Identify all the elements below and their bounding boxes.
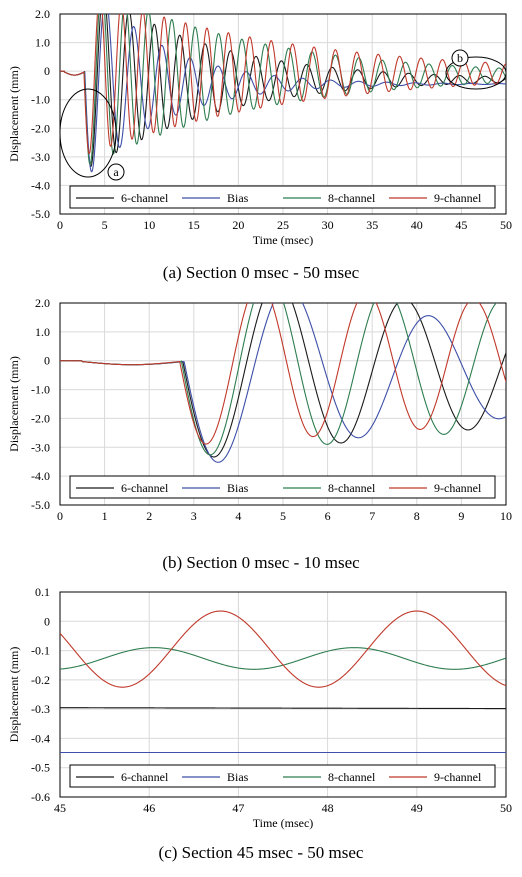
x-tick-label: 47: [232, 801, 244, 815]
y-tick-label: -1.0: [31, 93, 50, 107]
annotation-label-b: b: [457, 51, 463, 65]
series-line-9-channel: [60, 610, 506, 688]
x-tick-label: 3: [191, 509, 197, 523]
y-tick-label: 1.0: [35, 36, 50, 50]
x-tick-label: 20: [232, 218, 244, 232]
y-tick-label: -2.0: [31, 411, 50, 425]
x-tick-label: 15: [188, 218, 200, 232]
series-line-6-channel: [60, 14, 506, 168]
x-tick-label: 45: [54, 801, 66, 815]
y-tick-label: 2.0: [35, 7, 50, 21]
plot-frame: [59, 302, 507, 506]
y-tick-label: -2.0: [31, 121, 50, 135]
legend-box: [69, 475, 496, 499]
legend-label: Bias: [227, 481, 249, 495]
y-tick-label: 0: [44, 354, 50, 368]
y-tick-label: 1.0: [35, 325, 50, 339]
x-tick-label: 50: [500, 218, 512, 232]
y-tick-label: -0.6: [31, 790, 50, 804]
x-tick-label: 45: [455, 218, 467, 232]
annotation-ellipse-a: [59, 88, 117, 178]
x-tick-label: 49: [411, 801, 423, 815]
x-tick-label: 7: [369, 509, 375, 523]
y-tick-label: -0.2: [31, 673, 50, 687]
legend-label: 8-channel: [328, 191, 376, 205]
legend-box: [69, 185, 496, 209]
y-tick-label: -3.0: [31, 440, 50, 454]
plot-frame: [59, 591, 507, 798]
x-axis-label: Time (msec): [253, 816, 314, 830]
annotation-ellipse-b: [445, 56, 507, 90]
panel-caption: (a) Section 0 msec - 50 msec: [163, 263, 360, 282]
x-tick-label: 0: [57, 509, 63, 523]
chart-panel-a: 0 5 10 15 20 25 30 35 40 45 50 2.0 1.0 0 -1.0 -2.0 -3.0 -…: [7, 7, 512, 282]
y-tick-label: -5.0: [31, 207, 50, 221]
series-line-9-channel: [60, 14, 506, 155]
annotation-marker-a: [107, 163, 125, 181]
series-line-bias: [60, 14, 506, 173]
y-tick-label: 0: [44, 64, 50, 78]
y-tick-label: -4.0: [31, 178, 50, 192]
annotation-marker-b: [451, 49, 469, 67]
legend-label: 9-channel: [434, 481, 482, 495]
x-tick-label: 50: [500, 801, 512, 815]
x-tick-label: 6: [325, 509, 331, 523]
legend-label: Bias: [227, 770, 249, 784]
x-tick-label: 40: [411, 218, 423, 232]
x-tick-label: 46: [143, 801, 155, 815]
legend-label: 9-channel: [434, 191, 482, 205]
x-tick-label: 9: [458, 509, 464, 523]
x-tick-label: 10: [143, 218, 155, 232]
panel-caption: (c) Section 45 msec - 50 msec: [159, 843, 364, 862]
x-tick-label: 1: [102, 509, 108, 523]
legend-label: 9-channel: [434, 770, 482, 784]
y-tick-label: 0: [44, 614, 50, 628]
x-axis-label: Time (msec): [253, 233, 314, 247]
legend-label: 6-channel: [121, 481, 169, 495]
x-tick-label: 0: [57, 218, 63, 232]
y-tick-label: 2.0: [35, 296, 50, 310]
x-tick-label: 25: [277, 218, 289, 232]
chart-panel-b: 0 1 2 3 4 5 6 7 8 9 10 2.0 1.0 0 -1.0 -2.0 -3.0 -4.0 -5.0 D…: [7, 296, 512, 572]
y-tick-label: -3.0: [31, 150, 50, 164]
x-tick-label: 4: [235, 509, 241, 523]
annotation-label-a: a: [113, 165, 119, 179]
y-tick-label: -0.1: [31, 644, 50, 658]
y-axis-label: Displacement (mm): [7, 66, 21, 162]
y-axis-label: Displacement (mm): [7, 647, 21, 743]
x-tick-label: 2: [146, 509, 152, 523]
x-tick-label: 30: [322, 218, 334, 232]
legend-label: 8-channel: [328, 770, 376, 784]
plot-frame: [59, 13, 507, 215]
x-tick-label: 5: [102, 218, 108, 232]
x-tick-label: 10: [500, 509, 512, 523]
y-tick-label: -0.3: [31, 702, 50, 716]
x-tick-label: 35: [366, 218, 378, 232]
y-tick-label: -4.0: [31, 469, 50, 483]
y-tick-label: -0.5: [31, 761, 50, 775]
legend-label: Bias: [227, 191, 249, 205]
y-tick-label: -1.0: [31, 383, 50, 397]
y-axis-label: Displacement (mm): [7, 356, 21, 452]
legend-box: [69, 764, 496, 788]
chart-panel-c: 45 46 47 48 49 50 0.1 0 -0.1 -0.2 -0.3 -0.4 -0.5 -0.6…: [7, 585, 512, 862]
legend-label: 8-channel: [328, 481, 376, 495]
series-line-9-channel: [60, 303, 506, 445]
x-tick-label: 5: [280, 509, 286, 523]
y-tick-label: -0.4: [31, 731, 50, 745]
y-tick-label: -5.0: [31, 498, 50, 512]
x-tick-label: 8: [414, 509, 420, 523]
panel-caption: (b) Section 0 msec - 10 msec: [162, 553, 360, 572]
y-tick-label: 0.1: [35, 585, 50, 599]
legend-label: 6-channel: [121, 191, 169, 205]
series-line-6-channel: [60, 707, 506, 710]
x-tick-label: 48: [322, 801, 334, 815]
legend-label: 6-channel: [121, 770, 169, 784]
